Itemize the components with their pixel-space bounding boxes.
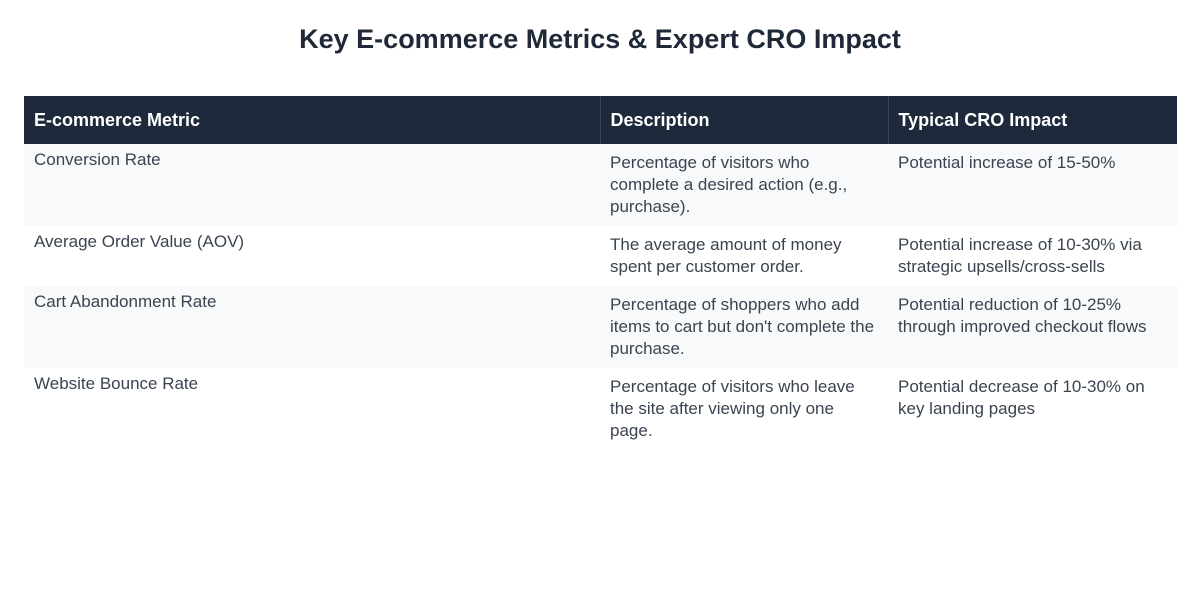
table-row: Cart Abandonment Rate Percentage of shop… (24, 286, 1177, 368)
metrics-table: E-commerce Metric Description Typical CR… (24, 96, 1177, 450)
column-header-impact: Typical CRO Impact (898, 109, 1068, 130)
metric-cell: Website Bounce Rate (34, 374, 199, 393)
column-header-description: Description (600, 96, 889, 144)
metric-cell: Average Order Value (AOV) (34, 232, 245, 251)
metric-cell: Cart Abandonment Rate (34, 292, 217, 311)
metric-cell: Conversion Rate (34, 150, 161, 169)
column-header-metric: E-commerce Metric (24, 96, 601, 144)
table-row: Website Bounce Rate Percentage of visito… (24, 368, 1177, 450)
impact-cell: Potential decrease of 10-30% on key land… (898, 377, 1145, 418)
impact-cell: Potential increase of 10-30% via strateg… (898, 235, 1142, 276)
description-cell: The average amount of money spent per cu… (610, 235, 842, 276)
description-cell: Percentage of shoppers who add items to … (610, 295, 875, 358)
impact-cell: Potential reduction of 10-25% through im… (898, 295, 1147, 336)
impact-cell: Potential increase of 15-50% (898, 153, 1116, 172)
table-row: Conversion Rate Percentage of visitors w… (24, 144, 1177, 226)
page-title: Key E-commerce Metrics & Expert CRO Impa… (299, 24, 901, 54)
table-header: E-commerce Metric Description Typical CR… (24, 96, 1177, 144)
header-row: E-commerce Metric Description Typical CR… (24, 96, 1177, 144)
table-body: Conversion Rate Percentage of visitors w… (24, 144, 1177, 450)
description-cell: Percentage of visitors who complete a de… (610, 153, 848, 216)
table-row: Average Order Value (AOV) The average am… (24, 226, 1177, 286)
description-cell: Percentage of visitors who leave the sit… (610, 377, 855, 440)
